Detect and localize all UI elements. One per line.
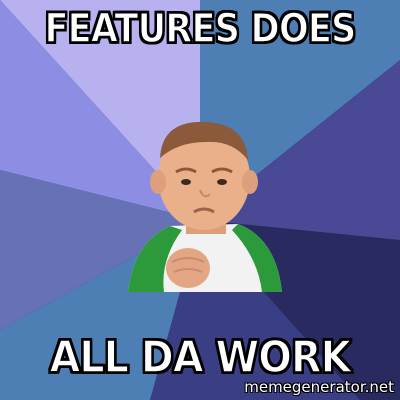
baby-figure (128, 121, 282, 292)
head (158, 126, 250, 230)
shirt-right-panel (232, 224, 282, 292)
watermark: memegenerator.net (244, 378, 394, 396)
mouth (193, 207, 215, 214)
ray-left-upper (0, 0, 200, 220)
ray-right (200, 60, 400, 240)
fist-knuckles (171, 257, 205, 263)
shirt-left-panel (128, 226, 182, 292)
eye-left (181, 179, 191, 185)
top-caption: FEATURES DOES (44, 5, 357, 53)
ray-left-lower (0, 170, 200, 330)
eye-right (217, 179, 227, 185)
eyebrow-right (211, 167, 233, 174)
hair (160, 121, 248, 160)
bottom-caption: ALL DA WORK (49, 331, 352, 384)
ear-right (242, 170, 258, 194)
eyebrow-left (175, 167, 197, 174)
fist-fingers (173, 268, 203, 273)
nose (199, 189, 211, 198)
ear-left (150, 170, 166, 194)
ray-top-right (200, 0, 400, 220)
